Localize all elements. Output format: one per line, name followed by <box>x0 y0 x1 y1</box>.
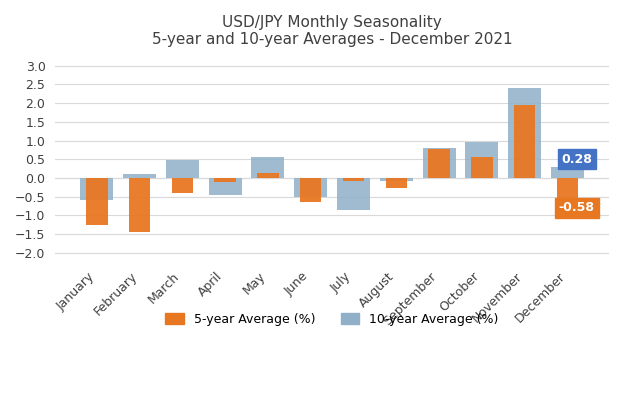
Bar <box>557 178 578 200</box>
Text: -0.58: -0.58 <box>558 202 595 214</box>
Bar <box>129 178 150 232</box>
Bar <box>300 178 321 202</box>
Title: USD/JPY Monthly Seasonality
5-year and 10-year Averages - December 2021: USD/JPY Monthly Seasonality 5-year and 1… <box>152 15 512 47</box>
Bar <box>123 174 156 178</box>
Bar <box>471 157 492 178</box>
Bar <box>514 105 535 178</box>
Bar <box>422 148 456 178</box>
Bar <box>295 178 327 197</box>
Bar <box>380 178 412 180</box>
Bar <box>208 178 241 195</box>
Bar <box>166 160 199 178</box>
Legend: 5-year Average (%), 10-year Average (%): 5-year Average (%), 10-year Average (%) <box>160 308 504 330</box>
Bar <box>337 178 370 210</box>
Bar <box>428 149 450 178</box>
Bar <box>215 178 236 182</box>
Text: 0.28: 0.28 <box>562 153 592 166</box>
Bar <box>257 173 279 178</box>
Bar <box>386 178 407 189</box>
Bar <box>86 178 107 225</box>
Bar <box>466 142 499 178</box>
Bar <box>508 88 541 178</box>
Bar <box>80 178 114 200</box>
Bar <box>172 178 193 193</box>
Bar <box>343 178 364 181</box>
Bar <box>551 167 584 178</box>
Bar <box>251 157 285 178</box>
